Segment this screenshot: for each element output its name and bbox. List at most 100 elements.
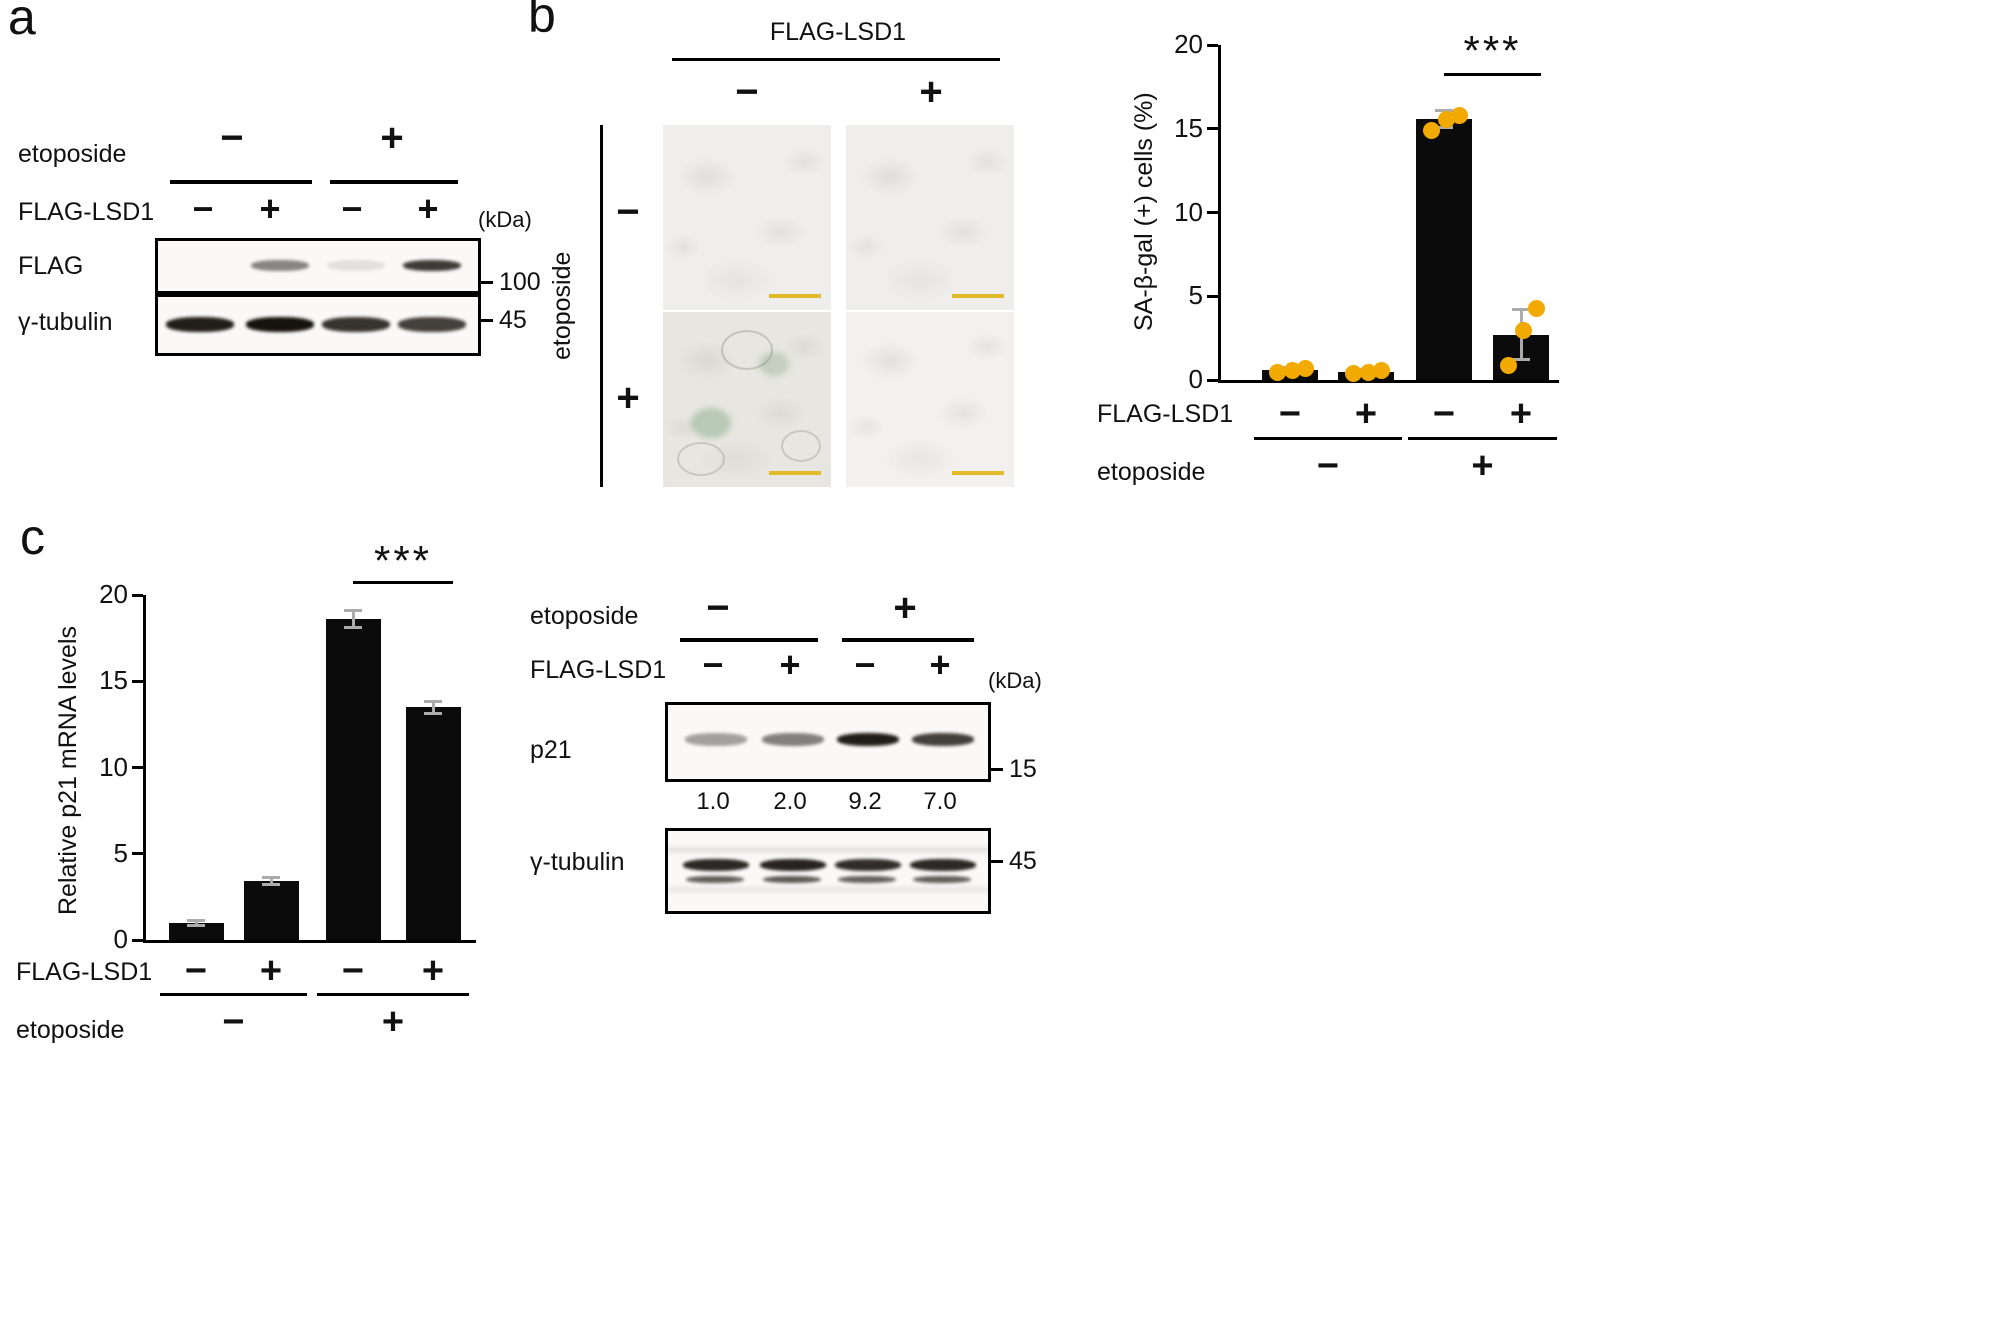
panel-c-lane-sign-4: + [929, 644, 951, 685]
panel-c-group-underline-1 [680, 638, 818, 642]
scale-bar [952, 294, 1004, 298]
panel-b-col-sign-minus: − [735, 70, 759, 114]
data-point [1451, 107, 1468, 125]
panel-a-kda-label: (kDa) [478, 207, 532, 232]
condition-sign: + [1509, 393, 1533, 435]
y-tick-label: 0 [1188, 364, 1203, 394]
cell-outline [781, 430, 821, 462]
protein-band [251, 260, 309, 271]
panel-a-flag-blot-label: FLAG [18, 252, 84, 280]
error-bar-cap [187, 923, 205, 927]
panel-c-kda-label: (kDa) [988, 668, 1042, 693]
y-tick-label: 15 [99, 665, 128, 696]
panel-b-row-sign-plus: + [616, 376, 640, 420]
error-bar-line [351, 610, 355, 628]
y-tick-label: 20 [99, 579, 128, 609]
data-point [1284, 361, 1301, 379]
condition-sign: − [222, 1001, 245, 1043]
data-point [1360, 363, 1377, 381]
y-tick-label: 5 [1188, 280, 1203, 311]
micrograph-etop-neg-lsd1-pos [846, 125, 1014, 310]
marker-tick-45 [479, 319, 493, 322]
condition-sign: + [421, 950, 445, 992]
y-tick-mark [132, 852, 143, 856]
y-tick-mark [1207, 378, 1218, 382]
data-point [1438, 110, 1455, 128]
protein-band [686, 876, 744, 884]
sa-b-gal-bar-chart: 0 5 10 15 20 *** − + − + − + [1174, 27, 1559, 487]
protein-band [403, 260, 461, 271]
marker-tick-45-c [989, 860, 1003, 863]
y-tick-label: 15 [1174, 112, 1203, 143]
significance-line [353, 581, 453, 584]
panel-a-flag-lsd1-label: FLAG-LSD1 [18, 198, 155, 226]
error-bar-line [431, 701, 435, 714]
protein-band [166, 317, 234, 332]
panel-b-row-axis-line [600, 125, 603, 487]
condition-group-line [317, 993, 469, 996]
error-bar-cap [424, 711, 442, 715]
condition-sign: + [259, 950, 283, 992]
condition-group-line [1408, 437, 1557, 440]
micrograph-etop-neg-lsd1-neg [663, 125, 831, 310]
protein-band [322, 317, 390, 332]
panel-a-group-underline-1 [170, 180, 312, 184]
data-point [1500, 356, 1517, 374]
chart-c-y-axis-label: Relative p21 mRNA levels [54, 626, 82, 916]
y-tick-mark [132, 938, 143, 942]
panel-b-title-underline [672, 58, 1000, 61]
chart-b-etoposide-row-label: etoposide [1097, 458, 1206, 486]
panel-a-tubulin-blot [155, 294, 481, 356]
error-bar-line [194, 920, 198, 926]
error-bar-line [269, 877, 273, 885]
panel-b-col-sign-plus: + [919, 70, 943, 114]
y-tick-mark [132, 679, 143, 683]
chart-b-y-axis-label: SA-β-gal (+) cells (%) [1130, 92, 1158, 332]
condition-group-line [160, 993, 307, 996]
panel-c-flag-lsd1-label: FLAG-LSD1 [530, 656, 667, 684]
panel-a-letter: a [8, 0, 36, 45]
protein-band [763, 876, 821, 884]
bar [243, 881, 299, 940]
panel-c-tubulin-blot [665, 828, 991, 914]
y-tick-mark [1207, 211, 1218, 214]
panel-a-etoposide-sign-plus: + [380, 116, 404, 160]
marker-label-45-c: 45 [1009, 847, 1037, 875]
data-point [1297, 360, 1314, 378]
significance-line [1444, 73, 1541, 76]
panel-b-letter: b [528, 0, 556, 43]
error-bar-cap [262, 883, 280, 887]
condition-sign: + [381, 1001, 405, 1043]
error-bar-cap [262, 876, 280, 880]
panel-b-column-title: FLAG-LSD1 [769, 18, 907, 46]
condition-sign: − [341, 950, 365, 992]
panel-a-tubulin-blot-label: γ-tubulin [18, 308, 113, 336]
protein-band [246, 317, 314, 332]
p21-mrna-bar-chart: 0 5 10 15 20 *** − + − + − + [99, 537, 476, 1043]
y-tick-mark [1207, 43, 1218, 47]
p21-quant-4: 7.0 [923, 788, 957, 815]
panel-b-row-title: etoposide [548, 251, 576, 361]
y-tick-label: 5 [113, 837, 128, 868]
protein-band [837, 733, 899, 746]
condition-sign: + [1471, 445, 1494, 487]
data-point [1345, 365, 1362, 383]
panel-a-lane-sign-3: − [341, 188, 363, 229]
panel-a-flag-blot [155, 238, 481, 294]
panel-c-lane-sign-2: + [779, 644, 801, 685]
panel-a-group-underline-2 [330, 180, 458, 184]
protein-band [835, 859, 901, 871]
condition-sign: + [1354, 393, 1378, 435]
panel-a-lane-sign-4: + [417, 188, 439, 229]
panel-b-row-sign-minus: − [616, 190, 640, 234]
error-bar-cap [1512, 308, 1530, 312]
protein-band [910, 859, 976, 871]
panel-c-etoposide-sign-minus: − [706, 586, 730, 630]
scale-bar [769, 294, 821, 298]
chart-c-flag-lsd1-row-label: FLAG-LSD1 [16, 958, 153, 986]
y-tick-mark [1207, 127, 1218, 131]
panel-a-lane-sign-1: − [192, 188, 214, 229]
cell-outline [721, 330, 773, 370]
p21-quant-2: 2.0 [773, 788, 807, 815]
